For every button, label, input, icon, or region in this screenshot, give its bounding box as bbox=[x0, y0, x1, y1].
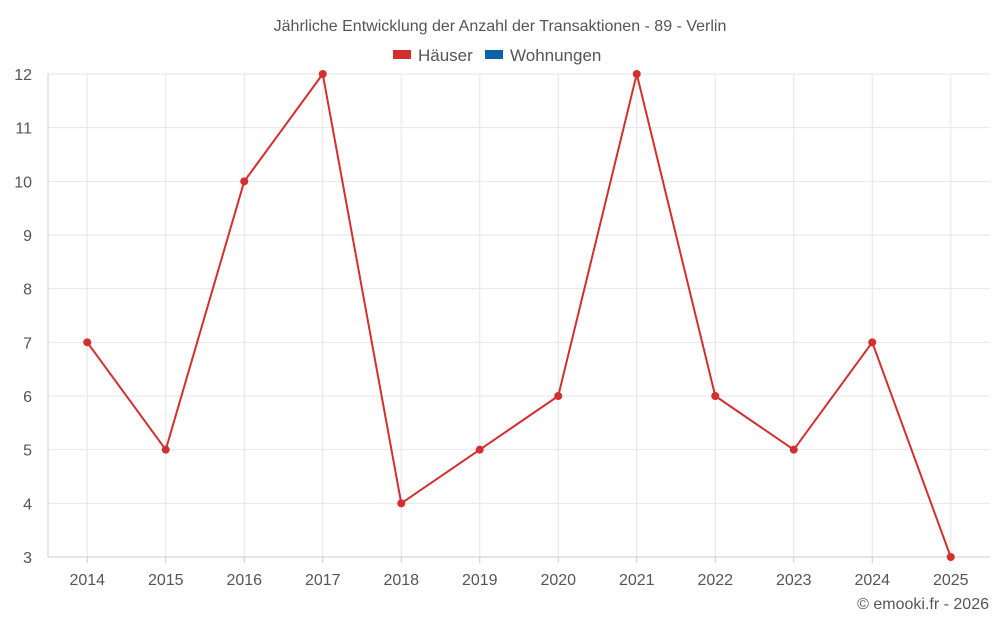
x-tick-label-2021: 2021 bbox=[619, 572, 655, 589]
data-point-2016[interactable] bbox=[240, 177, 249, 186]
data-point-2015[interactable] bbox=[161, 445, 170, 454]
series-line-0 bbox=[86, 73, 952, 558]
legend-item-haeuser[interactable]: Häuser bbox=[393, 46, 473, 65]
x-tick-label-2024: 2024 bbox=[854, 572, 890, 589]
y-axis: 3 4 5 6 7 8 9 10 11 12 bbox=[14, 67, 49, 567]
y-tick-label-4: 4 bbox=[23, 496, 32, 513]
data-point-2019[interactable] bbox=[475, 445, 484, 454]
footer-credit: © emooki.fr - 2026 bbox=[857, 596, 989, 613]
legend-label-wohnungen: Wohnungen bbox=[510, 46, 601, 65]
x-tick-label-2025: 2025 bbox=[933, 572, 969, 589]
x-tick-label-2014: 2014 bbox=[69, 572, 105, 589]
legend-item-wohnungen[interactable]: Wohnungen bbox=[485, 46, 601, 65]
y-tick-label-8: 8 bbox=[23, 282, 32, 299]
y-tick-label-11: 11 bbox=[15, 121, 32, 138]
legend-swatch-haeuser bbox=[393, 50, 411, 59]
x-tick-label-2022: 2022 bbox=[697, 572, 733, 589]
y-tick-label-9: 9 bbox=[23, 228, 32, 245]
data-point-2025[interactable] bbox=[946, 553, 955, 561]
legend-label-haeuser: Häuser bbox=[418, 46, 473, 65]
y-tick-label-7: 7 bbox=[23, 335, 32, 352]
y-tick-label-10: 10 bbox=[14, 174, 32, 191]
x-axis: 2014 2015 2016 2017 2018 2019 2020 2021 2022 2023… bbox=[48, 556, 990, 589]
x-tick-label-2018: 2018 bbox=[383, 572, 419, 589]
x-tick-label-2017: 2017 bbox=[305, 572, 341, 589]
data-point-2022[interactable] bbox=[711, 392, 720, 400]
y-tick-label-12: 12 bbox=[14, 67, 32, 84]
data-point-2020[interactable] bbox=[554, 392, 563, 400]
data-point-2024[interactable] bbox=[868, 338, 877, 347]
x-tick-label-2019: 2019 bbox=[462, 572, 498, 589]
x-tick-label-2023: 2023 bbox=[776, 572, 812, 589]
grid bbox=[48, 73, 990, 558]
data-point-2014[interactable] bbox=[83, 338, 92, 347]
data-point-2018[interactable] bbox=[397, 499, 406, 508]
x-tick-label-2015: 2015 bbox=[148, 572, 184, 589]
y-tick-label-3: 3 bbox=[23, 550, 32, 567]
data-point-2023[interactable] bbox=[789, 445, 798, 454]
x-tick-label-2016: 2016 bbox=[226, 572, 262, 589]
series-haeuser bbox=[83, 70, 955, 561]
chart-title: Jährliche Entwicklung der Anzahl der Tra… bbox=[274, 18, 727, 35]
x-tick-label-2020: 2020 bbox=[540, 572, 576, 589]
y-tick-label-5: 5 bbox=[23, 443, 32, 460]
data-point-2017[interactable] bbox=[318, 70, 327, 78]
data-point-2021[interactable] bbox=[632, 70, 641, 78]
legend-swatch-wohnungen bbox=[485, 50, 503, 59]
y-tick-label-6: 6 bbox=[23, 389, 32, 406]
legend: Häuser Wohnungen bbox=[393, 46, 601, 65]
